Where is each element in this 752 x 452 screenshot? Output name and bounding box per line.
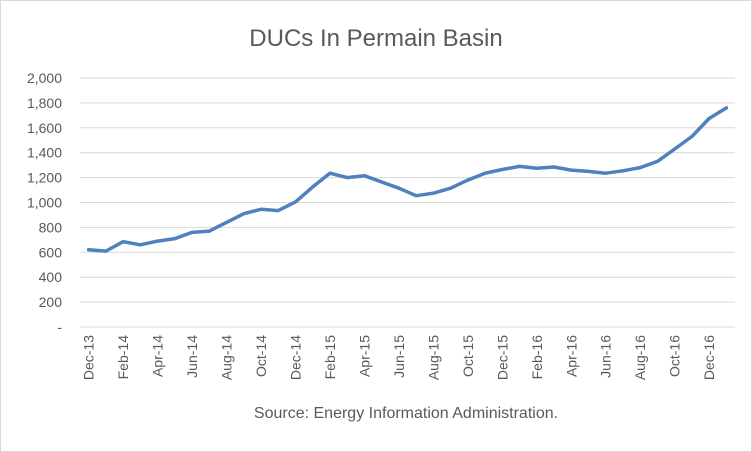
y-axis-tick-labels: - 200 400 600 800 1,000 1,200 1,400 1,600 1,800 2,… bbox=[27, 70, 62, 335]
data-point bbox=[293, 200, 298, 204]
data-point bbox=[207, 229, 211, 233]
x-tick-label: Dec-16 bbox=[701, 335, 717, 380]
data-point bbox=[362, 174, 367, 178]
y-tick-label: 1,800 bbox=[27, 95, 62, 111]
data-point bbox=[397, 186, 401, 190]
y-tick-label: - bbox=[57, 319, 62, 335]
x-tick-label: Aug-16 bbox=[632, 335, 648, 380]
data-point bbox=[138, 243, 142, 247]
data-point bbox=[259, 207, 263, 211]
x-tick-label: Apr-15 bbox=[356, 335, 372, 377]
y-tick-label: 1,600 bbox=[27, 120, 62, 136]
chart-title: DUCs In Permain Basin bbox=[249, 25, 502, 52]
data-point bbox=[311, 185, 315, 189]
data-point bbox=[87, 248, 91, 252]
data-point bbox=[190, 230, 194, 234]
x-axis-tick-labels: Dec-13 Feb-14 Apr-14 Jun-14 Aug-14 Oct-14 Dec-… bbox=[81, 335, 718, 380]
source-note: Source: Energy Information Administratio… bbox=[254, 405, 558, 422]
x-tick-label: Jun-15 bbox=[391, 335, 407, 378]
data-point bbox=[483, 171, 487, 175]
data-point bbox=[431, 191, 435, 195]
data-point bbox=[621, 169, 625, 173]
data-point bbox=[276, 208, 280, 213]
data-point bbox=[552, 165, 556, 169]
x-tick-label: Jun-16 bbox=[598, 335, 614, 378]
gridlines bbox=[80, 77, 735, 328]
data-point bbox=[448, 186, 453, 190]
y-tick-label: 1,200 bbox=[27, 170, 62, 186]
y-tick-label: 1,000 bbox=[27, 195, 62, 211]
x-tick-label: Apr-14 bbox=[150, 335, 166, 377]
y-tick-label: 2,000 bbox=[27, 70, 62, 86]
data-point bbox=[673, 147, 677, 151]
x-tick-label: Aug-14 bbox=[219, 335, 235, 380]
data-point bbox=[121, 240, 125, 244]
data-point bbox=[655, 159, 660, 164]
data-point bbox=[638, 166, 642, 170]
x-tick-label: Jun-14 bbox=[184, 335, 200, 378]
x-tick-label: Dec-13 bbox=[81, 335, 97, 380]
x-tick-label: Dec-14 bbox=[287, 335, 303, 380]
data-point bbox=[380, 180, 384, 184]
series-duc-count bbox=[86, 106, 729, 253]
data-point bbox=[517, 164, 522, 168]
data-point bbox=[586, 169, 591, 173]
y-tick-label: 200 bbox=[39, 294, 63, 310]
y-tick-label: 800 bbox=[39, 219, 63, 235]
data-point bbox=[569, 168, 573, 172]
x-tick-label: Feb-15 bbox=[322, 335, 338, 380]
x-tick-label: Oct-14 bbox=[253, 335, 269, 377]
data-point bbox=[500, 167, 504, 172]
data-point bbox=[707, 116, 711, 121]
data-point bbox=[414, 194, 418, 198]
data-point bbox=[104, 249, 108, 253]
data-point bbox=[724, 106, 728, 110]
data-point bbox=[155, 239, 160, 243]
data-point bbox=[466, 178, 470, 182]
y-tick-label: 1,400 bbox=[27, 145, 62, 161]
x-tick-label: Dec-15 bbox=[494, 335, 510, 380]
data-point bbox=[604, 171, 608, 175]
data-point bbox=[328, 171, 332, 175]
data-point bbox=[535, 166, 539, 170]
data-point bbox=[345, 176, 349, 180]
data-point bbox=[242, 212, 246, 216]
data-point bbox=[173, 237, 177, 241]
data-point bbox=[224, 220, 229, 225]
y-tick-label: 400 bbox=[39, 269, 63, 285]
x-tick-label: Aug-15 bbox=[425, 335, 441, 380]
y-tick-label: 600 bbox=[39, 244, 63, 260]
x-tick-label: Oct-15 bbox=[460, 335, 476, 377]
x-tick-label: Feb-14 bbox=[115, 335, 131, 380]
x-tick-label: Oct-16 bbox=[667, 335, 683, 377]
data-point bbox=[690, 134, 694, 139]
x-tick-label: Apr-16 bbox=[563, 335, 579, 377]
series-line bbox=[86, 106, 729, 253]
x-tick-label: Feb-16 bbox=[529, 335, 545, 380]
